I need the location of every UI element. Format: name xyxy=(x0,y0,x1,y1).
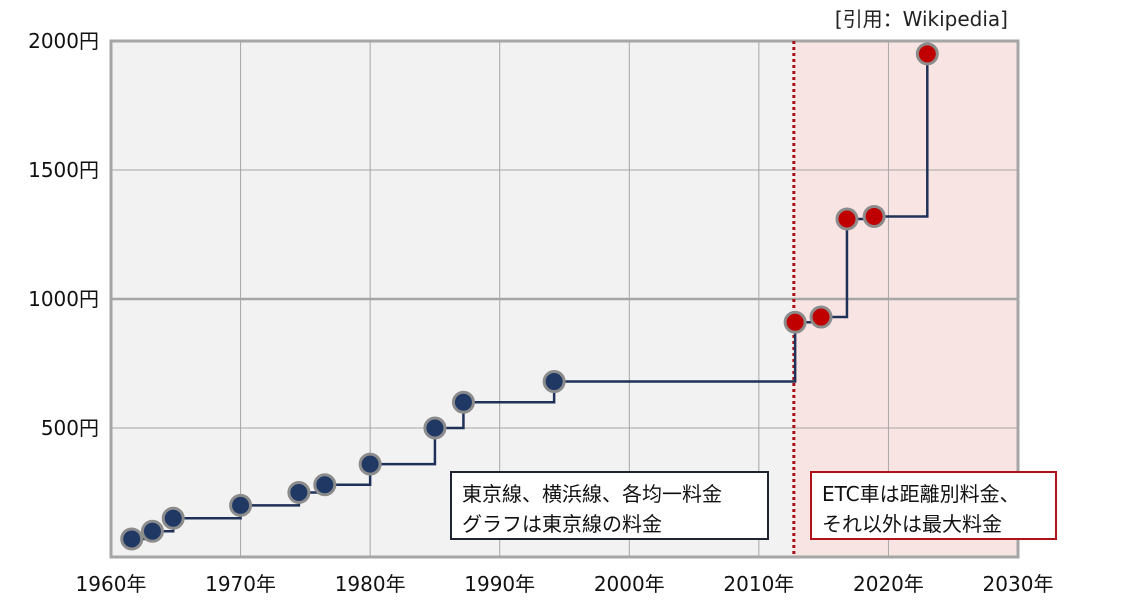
data-point xyxy=(161,506,185,530)
note-right-line-1: ETC車は距離別料金、 xyxy=(822,482,1020,506)
x-tick-label: 1990年 xyxy=(464,572,535,596)
x-tick-label: 2000年 xyxy=(594,572,665,596)
data-point xyxy=(287,481,311,504)
data-point xyxy=(809,305,833,329)
note-right-line-2: それ以外は最大料金 xyxy=(822,512,1002,536)
data-point xyxy=(451,390,475,414)
note-left-line-2: グラフは東京線の料金 xyxy=(462,512,662,536)
data-point xyxy=(835,207,859,231)
note-box-uniform-fare: 東京線、横浜線、各均一料金 グラフは東京線の料金 xyxy=(450,471,769,540)
x-tick-label: 1970年 xyxy=(205,572,276,596)
data-point xyxy=(229,493,253,517)
source-note: [引用：Wikipedia] xyxy=(835,7,1008,31)
y-tick-label: 500円 xyxy=(41,416,99,440)
data-point xyxy=(862,204,886,228)
y-tick-label: 2000円 xyxy=(28,29,99,53)
data-point xyxy=(783,310,807,334)
note-box-etc-fare: ETC車は距離別料金、 それ以外は最大料金 xyxy=(810,471,1057,540)
y-tick-label: 1500円 xyxy=(28,158,99,182)
note-left-line-1: 東京線、横浜線、各均一料金 xyxy=(462,482,722,506)
x-tick-label: 1980年 xyxy=(335,572,406,596)
data-point xyxy=(423,416,447,440)
plot-frame xyxy=(109,39,1020,559)
y-tick-label: 1000円 xyxy=(28,287,99,311)
x-tick-label: 2010年 xyxy=(723,572,794,596)
data-point xyxy=(358,452,382,476)
data-point xyxy=(915,42,939,66)
data-point xyxy=(120,527,144,551)
x-tick-label: 2030年 xyxy=(983,572,1054,596)
data-point xyxy=(140,519,164,543)
x-tick-label: 1960年 xyxy=(76,572,147,596)
x-tick-label: 2020年 xyxy=(853,572,924,596)
data-point xyxy=(313,473,337,497)
data-point xyxy=(542,370,566,394)
